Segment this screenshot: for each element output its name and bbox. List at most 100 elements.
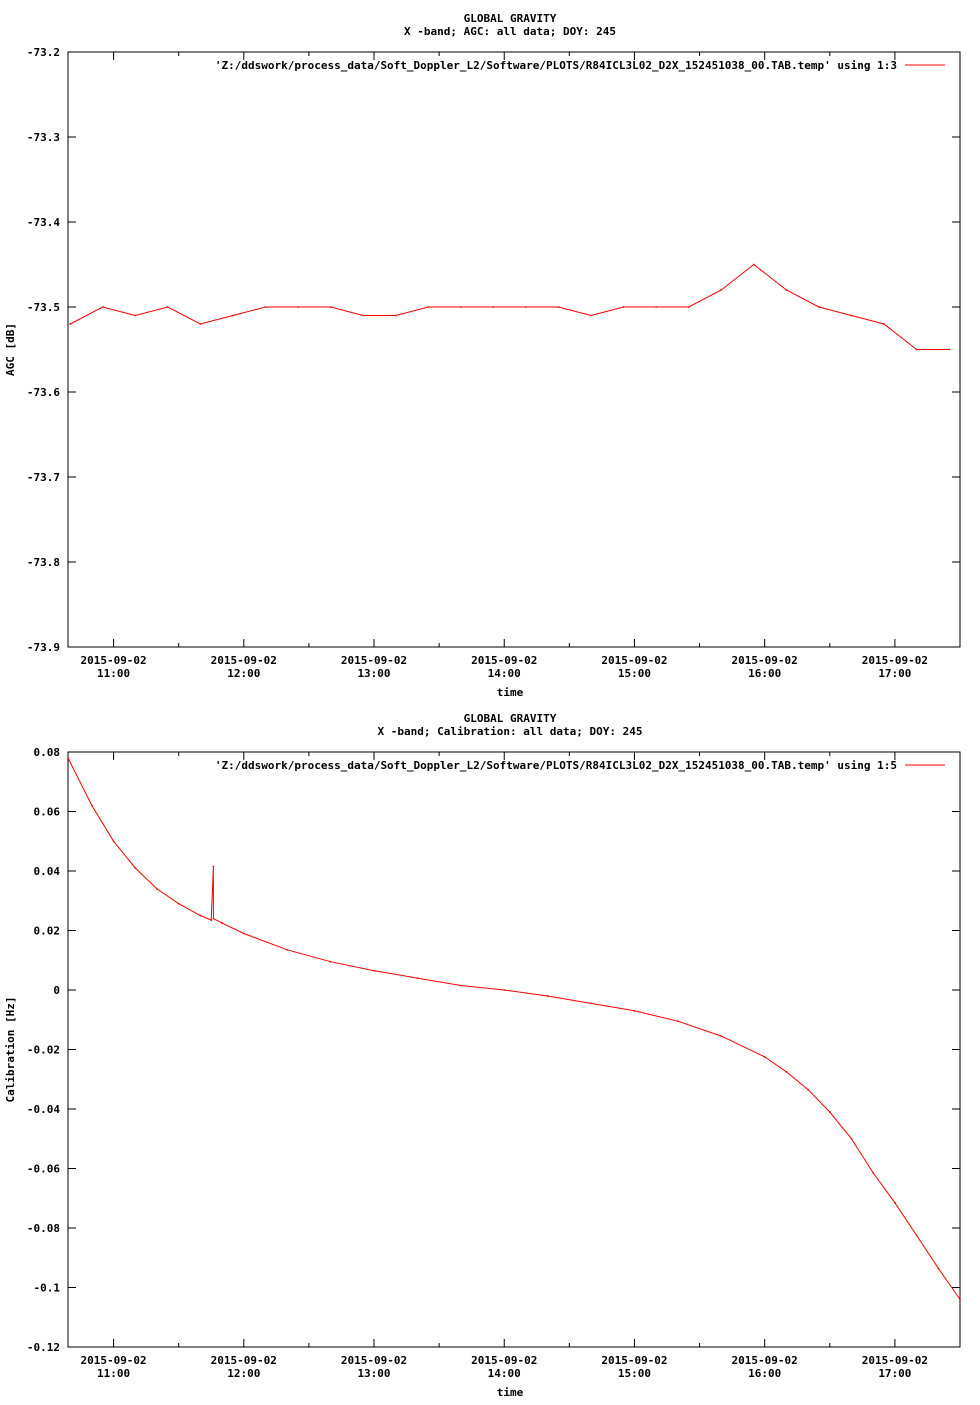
x-tick-time-label: 14:00 (488, 1367, 521, 1380)
y-tick-label: -0.02 (27, 1044, 60, 1057)
data-point (633, 1009, 636, 1012)
x-tick-date-label: 2015-09-02 (211, 654, 277, 667)
data-point (156, 887, 158, 890)
data-point (948, 348, 951, 351)
data-point (329, 306, 332, 308)
data-point (893, 1201, 896, 1204)
data-point (459, 306, 462, 308)
x-tick-date-label: 2015-09-02 (341, 654, 407, 667)
x-tick-time-label: 16:00 (748, 667, 781, 680)
data-point (763, 1056, 766, 1058)
y-axis-label: AGC [dB] (4, 323, 17, 376)
legend-label: 'Z:/ddswork/process_data/Soft_Doppler_L2… (215, 759, 897, 772)
x-tick-date-label: 2015-09-02 (341, 1354, 407, 1367)
plot-frame (67, 51, 961, 648)
data-point (503, 989, 506, 991)
x-tick-date-label: 2015-09-02 (601, 654, 667, 667)
data-point (166, 306, 169, 308)
y-tick-label: -73.8 (27, 556, 60, 569)
chart-title: GLOBAL GRAVITY (464, 712, 557, 725)
y-tick-label: -73.3 (27, 131, 60, 144)
y-tick-label: -73.6 (27, 386, 60, 399)
y-tick-label: -73.2 (27, 46, 60, 59)
y-tick-label: -73.4 (27, 216, 60, 229)
data-point (915, 1234, 918, 1237)
data-point (416, 977, 419, 979)
data-point (883, 323, 885, 325)
data-point (221, 922, 223, 924)
x-tick-time-label: 17:00 (878, 1367, 911, 1380)
x-tick-time-label: 11:00 (97, 667, 130, 680)
y-tick-label: 0.02 (34, 925, 61, 938)
legend-label: 'Z:/ddswork/process_data/Soft_Doppler_L2… (215, 59, 897, 72)
x-tick-date-label: 2015-09-02 (862, 654, 928, 667)
data-point (90, 804, 93, 807)
x-tick-time-label: 13:00 (357, 1367, 390, 1380)
data-point (232, 314, 234, 317)
data-point (557, 306, 560, 308)
chart-subtitle: X -band; AGC: all data; DOY: 245 (404, 25, 616, 38)
x-tick-date-label: 2015-09-02 (80, 654, 146, 667)
data-point (112, 840, 115, 843)
data-point (67, 757, 69, 759)
data-point (752, 263, 755, 266)
x-axis-label: time (497, 686, 524, 699)
x-tick-time-label: 12:00 (227, 667, 260, 680)
data-point (622, 306, 625, 308)
y-tick-label: 0.08 (34, 746, 61, 759)
data-point (242, 932, 245, 935)
data-point (807, 1088, 809, 1091)
y-tick-label: -0.08 (27, 1222, 60, 1235)
data-point (676, 1020, 679, 1023)
x-tick-time-label: 16:00 (748, 1367, 781, 1380)
data-point (264, 306, 267, 308)
data-point (850, 1137, 853, 1140)
data-point (373, 969, 375, 972)
x-tick-date-label: 2015-09-02 (601, 1354, 667, 1367)
data-point (655, 306, 658, 308)
data-point (297, 306, 299, 308)
y-tick-label: -73.5 (27, 301, 60, 314)
series-line (67, 757, 961, 1300)
data-point (915, 348, 918, 351)
x-tick-date-label: 2015-09-02 (862, 1354, 928, 1367)
y-tick-label: 0 (53, 984, 60, 997)
data-point (329, 960, 332, 963)
data-point (850, 314, 853, 317)
data-point (828, 1111, 831, 1113)
data-point (134, 867, 137, 869)
data-point (210, 919, 213, 921)
x-tick-date-label: 2015-09-02 (471, 1354, 537, 1367)
data-point (785, 1070, 788, 1073)
chart-title: GLOBAL GRAVITY (464, 12, 557, 25)
data-point (590, 314, 592, 317)
data-point (212, 865, 215, 868)
y-tick-label: -0.04 (27, 1103, 60, 1116)
chart-subtitle: X -band; Calibration: all data; DOY: 245 (378, 725, 643, 738)
y-tick-label: -73.9 (27, 641, 60, 654)
data-point (177, 902, 180, 905)
x-tick-date-label: 2015-09-02 (80, 1354, 146, 1367)
x-tick-time-label: 13:00 (357, 667, 390, 680)
data-point (199, 914, 202, 917)
x-axis-label: time (497, 1386, 524, 1399)
data-point (937, 1267, 940, 1270)
x-tick-time-label: 12:00 (227, 1367, 260, 1380)
data-point (872, 1172, 875, 1174)
data-point (134, 314, 137, 317)
y-tick-label: -0.12 (27, 1341, 60, 1354)
data-point (212, 917, 215, 920)
data-point (720, 1035, 723, 1038)
data-point (362, 314, 365, 317)
y-tick-label: 0.04 (34, 865, 61, 878)
x-tick-date-label: 2015-09-02 (211, 1354, 277, 1367)
x-tick-time-label: 15:00 (618, 1367, 651, 1380)
data-point (785, 289, 788, 291)
x-tick-time-label: 15:00 (618, 667, 651, 680)
series-line (69, 263, 950, 350)
data-point (720, 289, 723, 291)
y-tick-label: -0.1 (34, 1282, 61, 1295)
data-point (687, 306, 690, 308)
